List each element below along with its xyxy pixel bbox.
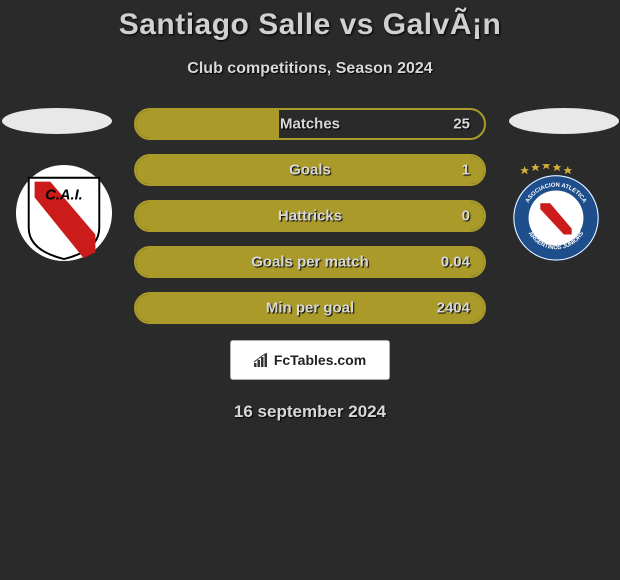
fctables-logo[interactable]: FcTables.com bbox=[230, 340, 390, 380]
stat-fill bbox=[136, 110, 279, 138]
stat-value: 0 bbox=[462, 208, 470, 225]
player-ellipse-left bbox=[2, 108, 112, 134]
club-crest-right: ASOCIACION ATLETICA ARGENTINOS JUNIORS bbox=[507, 164, 605, 262]
stat-row-goals-per-match: Goals per match 0.04 bbox=[134, 246, 486, 278]
stat-value: 0.04 bbox=[441, 254, 470, 271]
stat-label: Min per goal bbox=[266, 300, 354, 317]
stat-value: 25 bbox=[453, 116, 470, 133]
chart-icon bbox=[254, 353, 270, 367]
main-row: C.A.I. Matches 25 Goals 1 Hattricks 0 Go… bbox=[0, 108, 620, 324]
stat-row-goals: Goals 1 bbox=[134, 154, 486, 186]
subtitle: Club competitions, Season 2024 bbox=[0, 60, 620, 78]
stat-label: Goals per match bbox=[251, 254, 369, 271]
stat-row-matches: Matches 25 bbox=[134, 108, 486, 140]
stat-label: Matches bbox=[280, 116, 340, 133]
svg-text:C.A.I.: C.A.I. bbox=[45, 187, 83, 203]
stat-value: 2404 bbox=[437, 300, 470, 317]
date-text: 16 september 2024 bbox=[0, 402, 620, 422]
page-title: Santiago Salle vs GalvÃ¡n bbox=[0, 8, 620, 42]
player-ellipse-right bbox=[509, 108, 619, 134]
stat-row-min-per-goal: Min per goal 2404 bbox=[134, 292, 486, 324]
stat-label: Hattricks bbox=[278, 208, 342, 225]
stat-row-hattricks: Hattricks 0 bbox=[134, 200, 486, 232]
stat-label: Goals bbox=[289, 162, 331, 179]
logo-text: FcTables.com bbox=[274, 352, 366, 368]
stats-column: Matches 25 Goals 1 Hattricks 0 Goals per… bbox=[134, 108, 486, 324]
comparison-card: Santiago Salle vs GalvÃ¡n Club competiti… bbox=[0, 0, 620, 422]
right-side: ASOCIACION ATLETICA ARGENTINOS JUNIORS bbox=[501, 108, 611, 262]
stat-value: 1 bbox=[462, 162, 470, 179]
left-side: C.A.I. bbox=[9, 108, 119, 262]
club-crest-left: C.A.I. bbox=[15, 164, 113, 262]
